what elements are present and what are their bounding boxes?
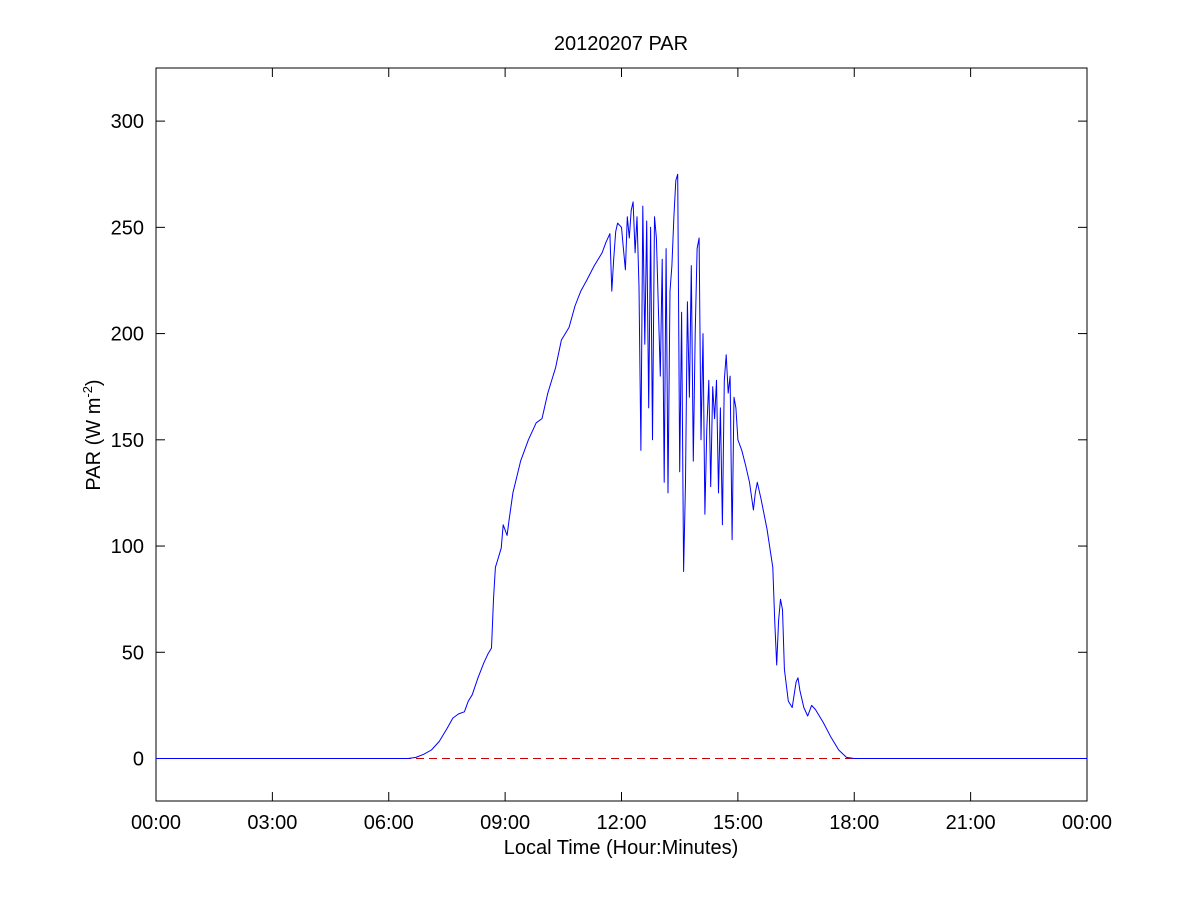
x-tick-labels: 00:00 03:00 06:00 09:00 12:00 15:00 18:00 21:00… (131, 812, 1112, 834)
y-tick-label: 300 (111, 111, 144, 133)
y-tick-labels: 0 50 100 150 200 250 300 (111, 111, 144, 770)
y-tick-label: 250 (111, 217, 144, 239)
x-tick-label: 15:00 (713, 812, 763, 834)
y-axis-label: PAR (W m-2) (80, 379, 105, 490)
plot-area (155, 67, 1088, 802)
x-tick-label: 09:00 (480, 812, 530, 834)
x-tick-label: 00:00 (1062, 812, 1112, 834)
y-tick-label: 150 (111, 430, 144, 452)
y-tick-label: 200 (111, 324, 144, 346)
y-axis-label-suffix: ) (83, 379, 105, 386)
y-tick-label: 100 (111, 536, 144, 558)
x-tick-label: 12:00 (596, 812, 646, 834)
x-axis-label: Local Time (Hour:Minutes) (504, 837, 739, 859)
x-tick-label: 18:00 (829, 812, 879, 834)
x-tick-label: 03:00 (247, 812, 297, 834)
x-tick-label: 00:00 (131, 812, 181, 834)
y-tick-label: 50 (122, 642, 144, 664)
par-series-line (156, 173, 1087, 759)
x-tick-label: 06:00 (364, 812, 414, 834)
y-axis-label-exponent: -2 (80, 386, 95, 398)
x-tick-label: 21:00 (946, 812, 996, 834)
y-axis-label-main: PAR (W m (83, 398, 105, 491)
chart-title: 20120207 PAR (554, 33, 688, 55)
series-group (156, 173, 1087, 759)
y-tick-label: 0 (133, 749, 144, 771)
